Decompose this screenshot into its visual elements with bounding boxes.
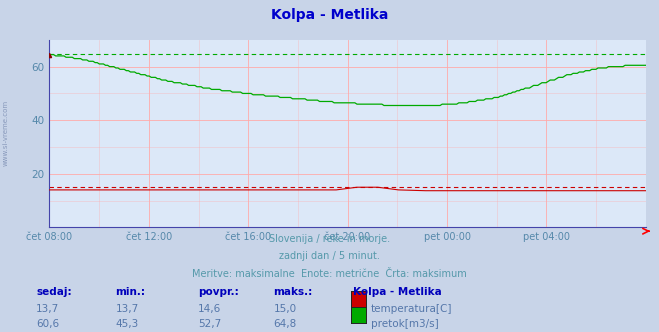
Text: 64,8: 64,8 — [273, 319, 297, 329]
Text: min.:: min.: — [115, 287, 146, 297]
Text: zadnji dan / 5 minut.: zadnji dan / 5 minut. — [279, 251, 380, 261]
Text: maks.:: maks.: — [273, 287, 313, 297]
Text: 14,6: 14,6 — [198, 304, 221, 314]
Text: povpr.:: povpr.: — [198, 287, 239, 297]
Text: 45,3: 45,3 — [115, 319, 138, 329]
Text: 13,7: 13,7 — [115, 304, 138, 314]
Text: 13,7: 13,7 — [36, 304, 59, 314]
Text: Kolpa - Metlika: Kolpa - Metlika — [353, 287, 442, 297]
Text: Kolpa - Metlika: Kolpa - Metlika — [271, 8, 388, 22]
Text: www.si-vreme.com: www.si-vreme.com — [2, 100, 9, 166]
Text: pretok[m3/s]: pretok[m3/s] — [371, 319, 439, 329]
Text: 15,0: 15,0 — [273, 304, 297, 314]
Text: temperatura[C]: temperatura[C] — [371, 304, 453, 314]
Text: sedaj:: sedaj: — [36, 287, 72, 297]
Text: 60,6: 60,6 — [36, 319, 59, 329]
Text: Slovenija / reke in morje.: Slovenija / reke in morje. — [269, 234, 390, 244]
Text: Meritve: maksimalne  Enote: metrične  Črta: maksimum: Meritve: maksimalne Enote: metrične Črta… — [192, 269, 467, 279]
Text: 52,7: 52,7 — [198, 319, 221, 329]
